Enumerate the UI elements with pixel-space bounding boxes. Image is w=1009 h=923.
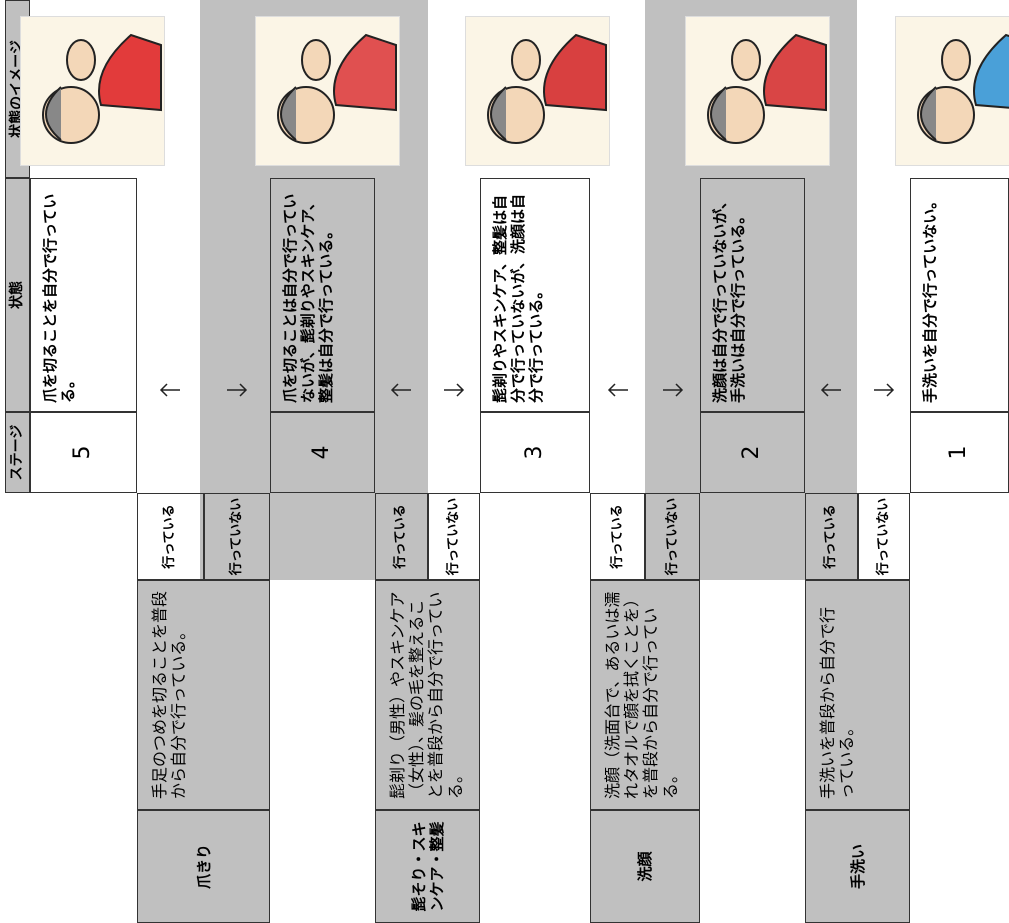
arrow-down bbox=[226, 383, 247, 397]
arrow-up bbox=[607, 383, 628, 397]
arrow-down bbox=[873, 383, 894, 397]
category-description: 手洗いを普段から自分で行っている。 bbox=[805, 580, 910, 810]
category-name: 髭そり・スキンケア・整髪 bbox=[375, 810, 480, 923]
no-label: 行っていない bbox=[645, 493, 700, 580]
yes-label: 行っている bbox=[805, 493, 858, 580]
stage-state: 手洗いを自分で行っていない。 bbox=[910, 178, 1009, 412]
header-state: 状態 bbox=[5, 178, 30, 412]
arrow-up bbox=[160, 383, 181, 397]
category-name: 手洗い bbox=[805, 810, 910, 923]
arrow-up bbox=[821, 383, 842, 397]
yes-label: 行っている bbox=[590, 493, 645, 580]
stage-number: 1 bbox=[910, 412, 1009, 493]
stage-number: 5 bbox=[30, 412, 137, 493]
no-label: 行っていない bbox=[427, 493, 480, 580]
yes-label: 行っている bbox=[137, 493, 204, 580]
stage-number: 3 bbox=[480, 412, 590, 493]
illustration bbox=[917, 33, 1009, 144]
category-description: 手足のつめを切ることを普段から自分で行っている。 bbox=[137, 580, 270, 810]
category-name: 爪きり bbox=[137, 810, 270, 923]
stage-image bbox=[685, 16, 830, 166]
header-stage: ステージ bbox=[5, 412, 30, 493]
arrow-down bbox=[662, 383, 683, 397]
stage-number: 4 bbox=[270, 412, 375, 493]
stage-image bbox=[255, 16, 400, 166]
stage-state: 爪を切ることは自分で行っていないが、髭剃りやスキンケア、整髪は自分で行っている。 bbox=[270, 178, 375, 412]
category-name: 洗顔 bbox=[590, 810, 700, 923]
category-description: 洗顔（洗面台で、あるいは濡れタオルで顔を拭くことを）を普段から自分で行っている。 bbox=[590, 580, 700, 810]
no-label: 行っていない bbox=[203, 493, 270, 580]
arrow-up bbox=[391, 383, 412, 397]
stage-state: 洗顔は自分で行っていないが、手洗いは自分で行っている。 bbox=[700, 178, 805, 412]
no-label: 行っていない bbox=[857, 493, 910, 580]
stage-image bbox=[895, 16, 1009, 166]
stage-state: 爪を切ることを自分で行っている。 bbox=[30, 178, 137, 412]
category-description: 髭剃り（男性）やスキンケア（女性）、髪の毛を整えることを普段から自分で行っている… bbox=[375, 580, 480, 810]
arrow-down bbox=[443, 383, 464, 397]
illustration bbox=[487, 33, 607, 144]
stage-image bbox=[465, 16, 610, 166]
stage-number: 2 bbox=[700, 412, 805, 493]
illustration bbox=[42, 33, 162, 144]
stage-state: 髭剃りやスキンケア、整髪は自分で行っていないが、洗顔は自分で行っている。 bbox=[480, 178, 590, 412]
illustration bbox=[707, 33, 827, 144]
stage-image bbox=[20, 16, 165, 166]
yes-label: 行っている bbox=[375, 493, 428, 580]
illustration bbox=[277, 33, 397, 144]
